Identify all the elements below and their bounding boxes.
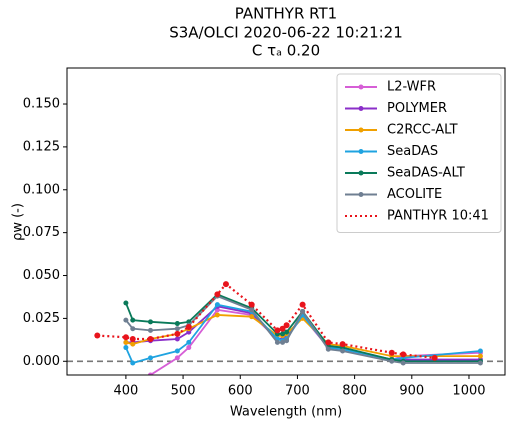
x-tick-label: 600	[228, 384, 253, 399]
legend-label: ACOLITE	[387, 187, 442, 202]
data-point	[174, 321, 180, 327]
data-point	[299, 301, 306, 308]
data-point	[123, 410, 128, 415]
series-line	[125, 293, 481, 363]
data-point	[388, 349, 395, 356]
plot-frame	[66, 67, 506, 376]
x-tick-label: 900	[399, 384, 424, 399]
y-tick-label: 0.075	[23, 225, 60, 240]
data-point	[222, 281, 229, 288]
data-point	[186, 329, 192, 335]
data-point	[214, 302, 220, 308]
data-point	[123, 300, 129, 306]
data-point	[274, 339, 280, 345]
legend-marker	[358, 106, 364, 111]
series-line	[125, 295, 481, 364]
data-point	[130, 341, 136, 347]
x-tick-label: 700	[285, 384, 310, 399]
y-axis-label: ρw (-)	[11, 203, 26, 241]
series-line	[125, 314, 481, 358]
data-point	[274, 327, 281, 334]
chart-title: C τₐ 0.20	[252, 42, 320, 60]
data-point	[214, 291, 221, 298]
data-point	[340, 348, 346, 354]
data-point	[130, 317, 136, 323]
data-point	[279, 325, 286, 332]
legend-marker	[358, 170, 364, 176]
data-point	[325, 339, 332, 346]
data-point	[477, 348, 483, 354]
x-tick-label: 500	[171, 384, 196, 399]
data-point	[174, 348, 180, 354]
data-point	[400, 351, 407, 358]
legend-label: L2-WFR	[387, 80, 436, 95]
legend-label: SeaDAS	[387, 144, 438, 159]
data-point	[129, 335, 136, 342]
data-point	[325, 346, 331, 352]
x-tick-label: 800	[342, 384, 367, 399]
data-point	[186, 339, 192, 345]
y-tick-label: 0.025	[23, 311, 60, 326]
plot-area	[67, 281, 505, 415]
data-point	[300, 309, 306, 315]
legend-marker	[358, 149, 364, 154]
data-point	[249, 307, 255, 313]
legend-label: SeaDAS-ALT	[387, 166, 465, 181]
data-point	[389, 358, 395, 364]
data-point	[147, 335, 154, 342]
data-point	[122, 334, 129, 341]
data-point	[248, 301, 255, 308]
data-point	[123, 345, 129, 351]
data-point	[431, 354, 438, 361]
data-point	[147, 372, 153, 375]
data-point	[284, 338, 290, 344]
data-point	[174, 326, 180, 332]
legend-marker	[358, 192, 364, 197]
data-point	[130, 360, 136, 366]
data-point	[94, 332, 101, 339]
y-tick-label: 0.150	[23, 97, 60, 112]
legend-marker	[358, 127, 364, 133]
chart-title: S3A/OLCI 2020-06-22 10:21:21	[169, 24, 403, 42]
y-tick-label: 0.125	[23, 139, 60, 154]
legend-box	[336, 73, 502, 233]
data-point	[400, 360, 406, 366]
data-point	[147, 355, 153, 361]
data-point	[147, 319, 153, 325]
data-point	[123, 317, 129, 323]
y-tick-label: 0.050	[23, 268, 60, 283]
data-point	[477, 353, 483, 359]
data-point	[284, 329, 290, 335]
data-point	[280, 331, 286, 337]
data-point	[147, 327, 153, 333]
data-point	[185, 323, 192, 330]
x-axis-label: Wavelength (nm)	[230, 405, 342, 420]
legend-label: POLYMER	[387, 101, 447, 116]
data-point	[123, 339, 129, 345]
data-point	[186, 345, 192, 351]
data-point	[130, 326, 136, 332]
legend-label: PANTHYR 10:41	[387, 209, 489, 224]
chart-title: PANTHYR RT1	[235, 5, 337, 23]
legend-label: C2RCC-ALT	[387, 123, 458, 138]
data-point	[174, 330, 181, 337]
data-point	[174, 336, 180, 342]
data-point	[174, 355, 180, 361]
data-point	[283, 322, 290, 329]
legend-marker	[358, 84, 364, 90]
data-point	[214, 312, 220, 318]
x-tick-label: 400	[113, 384, 138, 399]
data-point	[249, 314, 255, 320]
data-point	[477, 360, 483, 366]
y-tick-label: 0.100	[23, 182, 60, 197]
y-tick-label: 0.000	[23, 354, 60, 369]
data-point	[339, 341, 346, 348]
data-point	[280, 339, 286, 345]
x-tick-label: 1000	[452, 384, 485, 399]
